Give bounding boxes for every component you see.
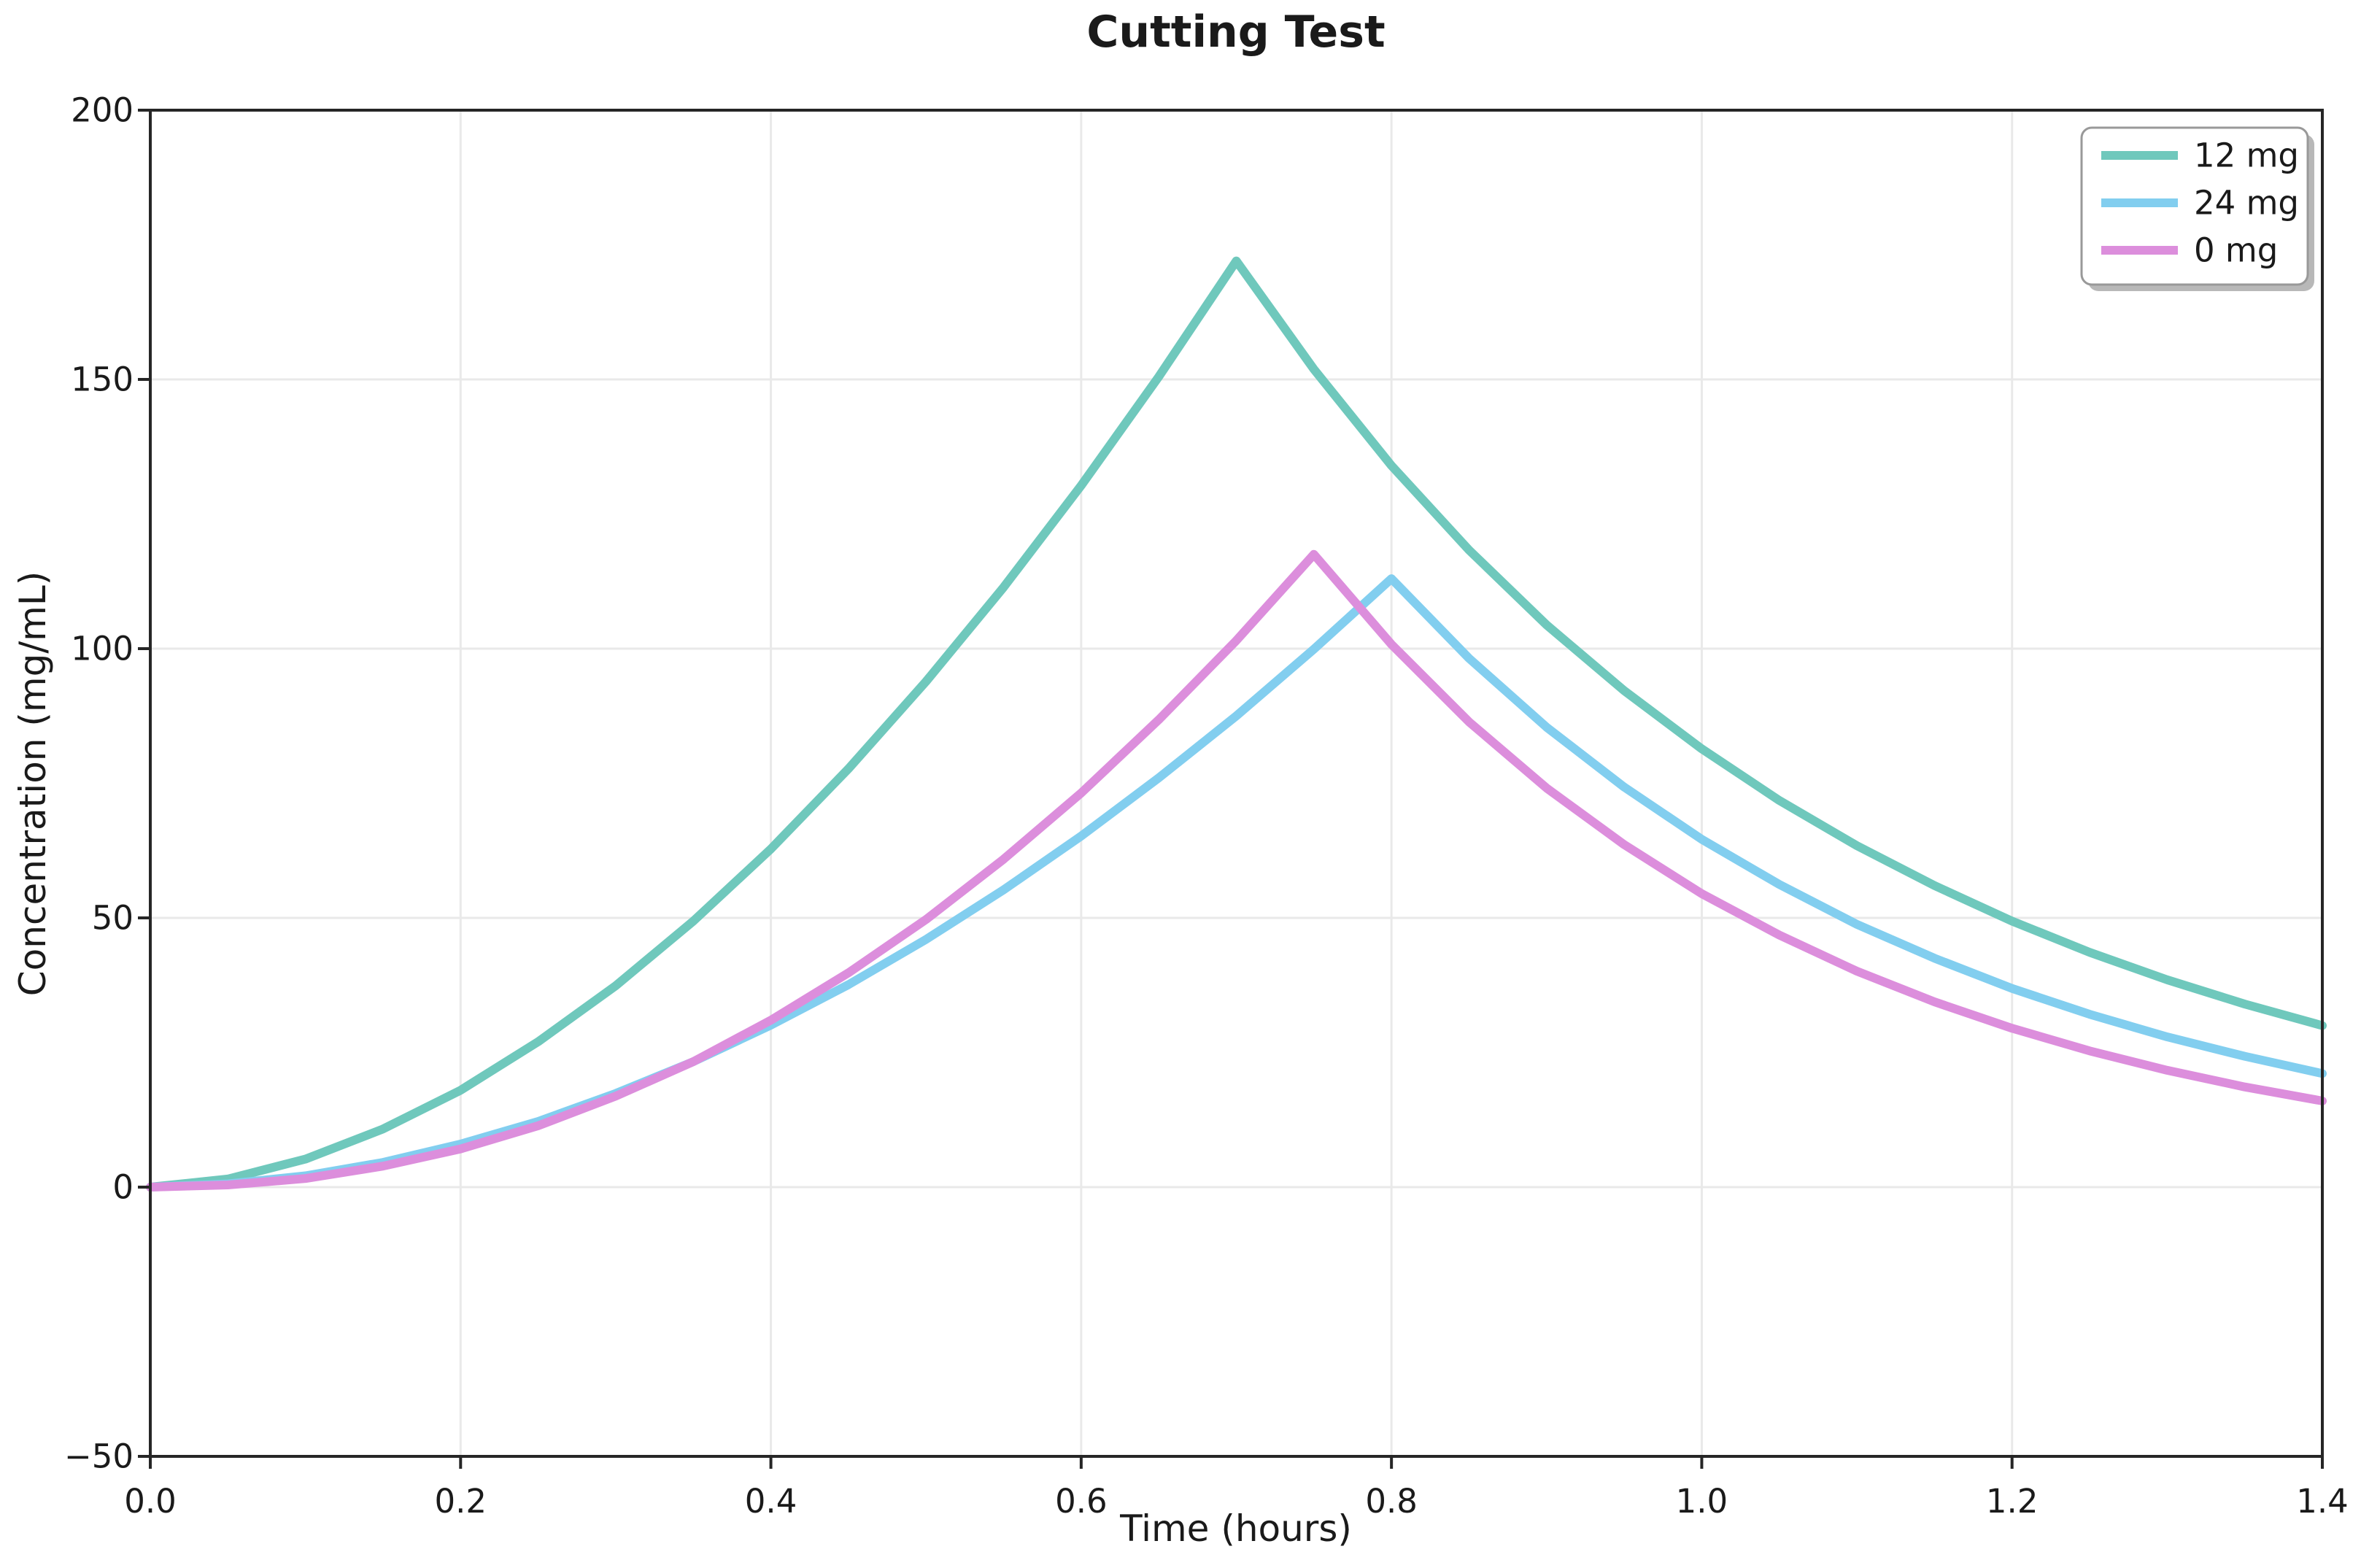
y-tick-label: −50 [64,1437,134,1476]
legend-box [2080,126,2309,286]
plot-frame [149,109,2324,1458]
legend-label-0-mg: 0 mg [2194,231,2278,270]
tick-marks [138,109,2324,1469]
series-line-0-mg [146,549,2327,1192]
y-tick-label: 100 [71,630,134,668]
y-tick-label: 50 [92,899,134,938]
y-tick-label: 0 [112,1168,134,1207]
x-tick-label: 0.4 [745,1482,797,1521]
x-tick-label: 1.4 [2296,1482,2349,1521]
x-tick-label: 0.0 [124,1482,177,1521]
tick-labels: 0.0 0.2 0.4 0.6 0.8 1.0 1.2 1.4 200 150 100 50 0 −50 [64,91,2349,1521]
gridlines [150,110,2322,1456]
x-tick-label: 1.0 [1676,1482,1728,1521]
x-tick-label: 1.2 [1986,1482,2039,1521]
legend-items: 12 mg 24 mg 0 mg [2101,136,2299,270]
series-line-12-mg [146,256,2327,1192]
x-axis-label: Time (hours) [1119,1507,1352,1550]
x-tick-label: 0.6 [1055,1482,1108,1521]
series-line-24-mg [146,574,2327,1192]
series-lines [146,256,2327,1192]
y-axis-label: Concentration (mg/mL) [12,571,54,996]
legend-label-24-mg: 24 mg [2194,184,2299,223]
chart-title: Cutting Test [1086,7,1385,58]
y-tick-label: 150 [71,360,134,399]
legend-label-12-mg: 12 mg [2194,136,2299,175]
legend: 12 mg 24 mg 0 mg [2080,126,2314,291]
x-tick-label: 0.2 [434,1482,487,1521]
x-tick-label: 0.8 [1365,1482,1418,1521]
y-tick-label: 200 [71,91,134,130]
